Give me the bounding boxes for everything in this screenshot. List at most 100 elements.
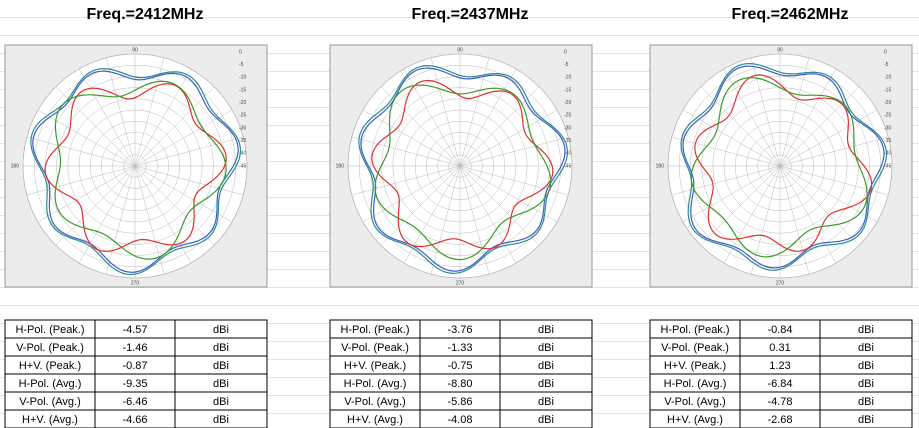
ring-label: -20 — [239, 100, 246, 106]
cell-text: H-Pol. (Avg.) — [664, 378, 727, 390]
polar-spoke — [671, 165, 781, 196]
polar-spoke — [403, 165, 461, 264]
angle-label: 90 — [777, 47, 783, 53]
cell-text: -0.75 — [447, 360, 472, 372]
cell-text: H+V. (Peak.) — [664, 360, 726, 372]
polar-spoke — [55, 165, 136, 246]
cell-text: -0.87 — [122, 360, 147, 372]
table-cell — [499, 409, 593, 428]
polar-spoke — [380, 165, 461, 246]
polar-spoke — [459, 165, 558, 223]
cell-text: dBi — [213, 414, 229, 426]
cell-text: H-Pol. (Avg.) — [344, 378, 407, 390]
polar-spoke — [105, 57, 136, 167]
cell-text: -4.08 — [447, 414, 472, 426]
angle-label: 270 — [456, 280, 465, 286]
cell-text: -8.80 — [447, 378, 472, 390]
panel-title: Freq.=2462MHz — [732, 6, 849, 23]
cell-text: dBi — [858, 360, 874, 372]
polar-spoke — [430, 165, 461, 275]
ring-label: -40 — [239, 151, 246, 157]
angle-label: 180 — [656, 163, 665, 169]
table-cell — [174, 409, 268, 428]
polar-spoke — [779, 68, 837, 167]
polar-spoke — [134, 136, 244, 167]
polar-spoke — [351, 165, 461, 196]
ring-label: -40 — [884, 151, 891, 157]
polar-spoke — [779, 109, 878, 167]
pattern-curve — [360, 67, 566, 272]
cell-text: dBi — [538, 396, 554, 408]
polar-spoke — [459, 86, 540, 167]
cell-text: -0.84 — [767, 324, 792, 336]
ring-label: -35 — [564, 138, 571, 144]
ring-label: -15 — [239, 87, 246, 93]
cell-text: -4.78 — [767, 396, 792, 408]
polar-spoke — [459, 136, 569, 167]
ring-label: -35 — [884, 138, 891, 144]
cell-text: dBi — [858, 378, 874, 390]
pattern-curve — [30, 68, 242, 276]
angle-label: 90 — [132, 47, 138, 53]
ring-label: -30 — [239, 125, 246, 131]
ring-label: -5 — [564, 62, 569, 68]
polar-spoke — [78, 68, 136, 167]
ring-label: -30 — [564, 125, 571, 131]
table-cell — [819, 409, 913, 428]
polar-spoke — [362, 165, 461, 223]
polar-spoke — [351, 136, 461, 167]
polar-spoke — [779, 57, 810, 167]
cell-text: H+V. (Peak.) — [19, 360, 81, 372]
angle-label: 270 — [776, 280, 785, 286]
cell-text: H-Pol. (Peak.) — [15, 324, 84, 336]
cell-text: -9.35 — [122, 378, 147, 390]
pattern-curve — [358, 64, 569, 275]
cell-text: V-Pol. (Peak.) — [661, 342, 729, 354]
cell-text: H+V. (Peak.) — [344, 360, 406, 372]
polar-spoke — [779, 165, 810, 275]
polar-spoke — [779, 136, 889, 167]
cell-text: dBi — [213, 396, 229, 408]
angle-label: 90 — [457, 47, 463, 53]
cell-text: -4.57 — [122, 324, 147, 336]
polar-spoke — [134, 165, 215, 246]
cell-text: dBi — [858, 324, 874, 336]
ring-label: -20 — [564, 100, 571, 106]
pattern-curve — [32, 70, 239, 273]
ring-label: -25 — [564, 113, 571, 119]
cell-text: -1.46 — [122, 342, 147, 354]
polar-spoke — [78, 165, 136, 264]
cell-text: dBi — [538, 360, 554, 372]
cell-text: dBi — [213, 360, 229, 372]
cell-text: H+V. (Avg.) — [347, 414, 403, 426]
polar-spoke — [750, 165, 781, 275]
ring-label: -45 — [884, 163, 891, 169]
ring-label: -15 — [884, 87, 891, 93]
ring-label: 0 — [884, 49, 887, 55]
polar-spoke — [459, 165, 569, 196]
panel-title: Freq.=2437MHz — [412, 6, 529, 23]
panel-title: Freq.=2412MHz — [87, 6, 204, 23]
angle-label: 180 — [336, 163, 345, 169]
cell-text: dBi — [213, 342, 229, 354]
polar-spoke — [779, 165, 860, 246]
polar-spoke — [682, 165, 781, 223]
cell-text: dBi — [538, 324, 554, 336]
polar-spoke — [779, 165, 837, 264]
ring-label: -10 — [239, 75, 246, 81]
cell-text: dBi — [213, 378, 229, 390]
cell-text: dBi — [858, 396, 874, 408]
angle-label: 180 — [11, 163, 20, 169]
cell-text: V-Pol. (Avg.) — [664, 396, 726, 408]
polar-spoke — [134, 165, 244, 196]
ring-label: -45 — [239, 163, 246, 169]
pattern-curve — [680, 62, 888, 271]
polar-spoke — [26, 165, 136, 196]
ring-label: -25 — [884, 113, 891, 119]
polar-spoke — [37, 109, 136, 167]
cell-text: dBi — [858, 414, 874, 426]
cell-text: dBi — [538, 414, 554, 426]
cell-text: H-Pol. (Peak.) — [660, 324, 729, 336]
ring-label: -25 — [239, 113, 246, 119]
